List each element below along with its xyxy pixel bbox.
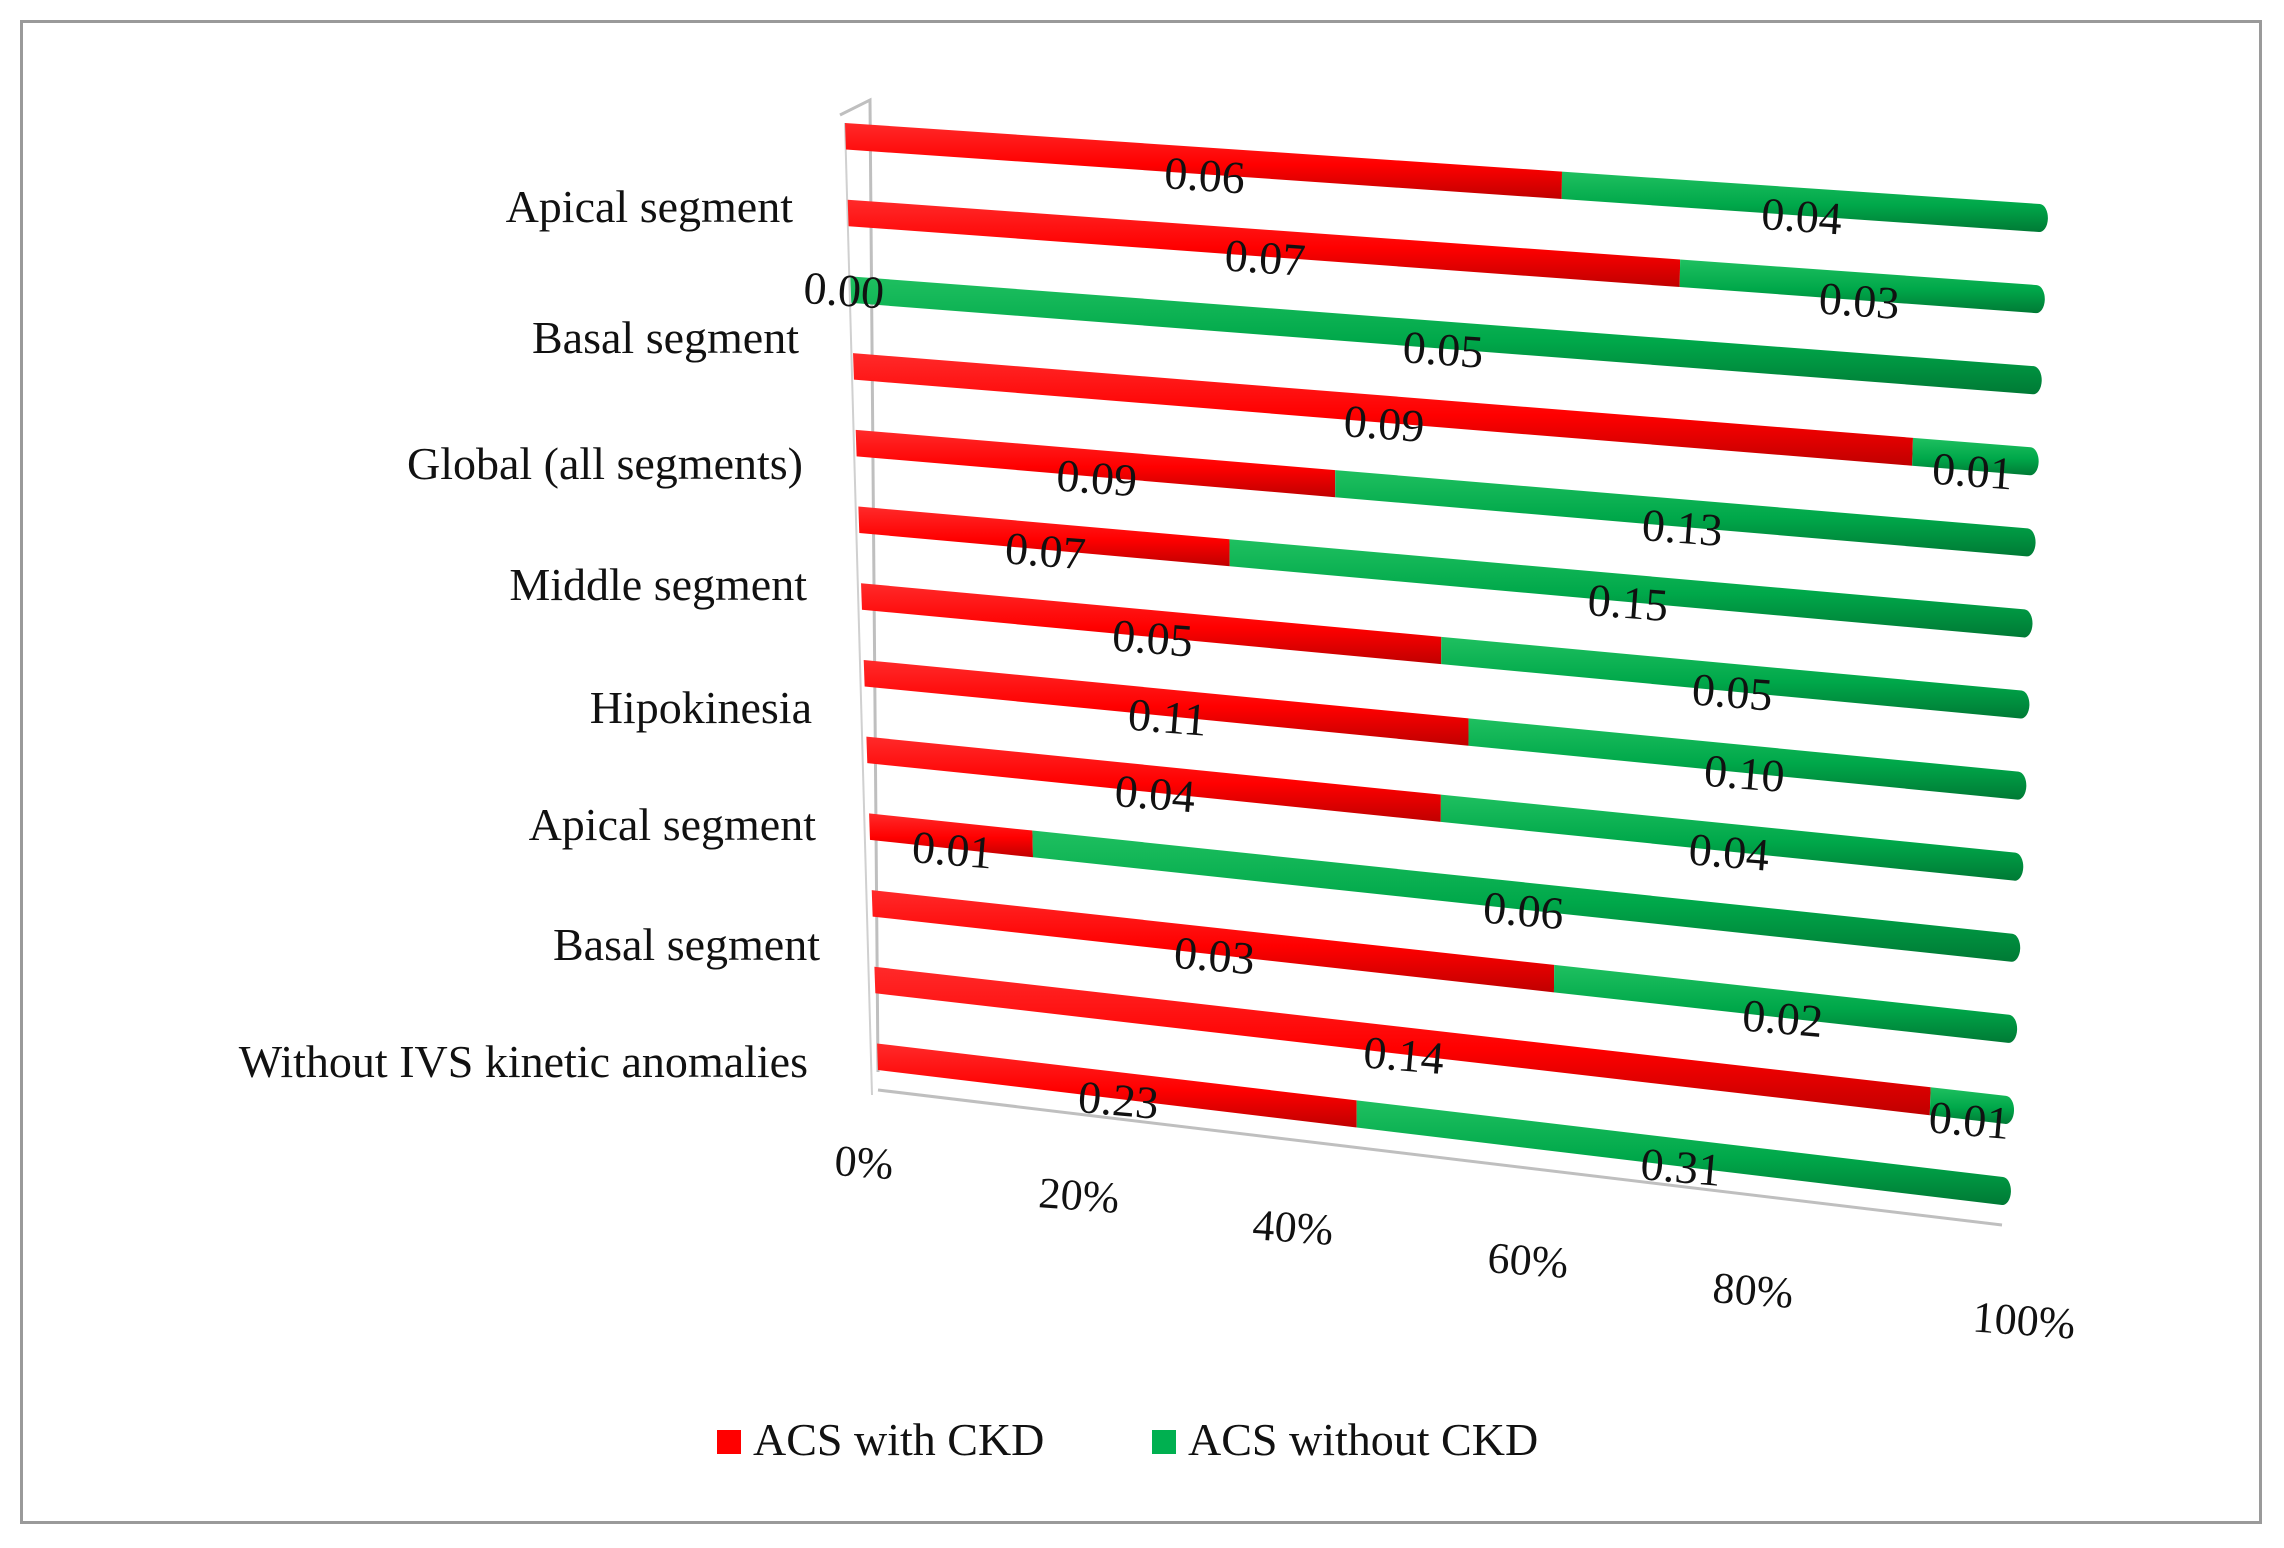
bar-acs-without-ckd	[1229, 539, 2033, 638]
category-label: Apical segment	[529, 799, 817, 850]
data-label-acs-with-ckd: 0.14	[1362, 1026, 1447, 1084]
bar-acs-with-ckd	[847, 199, 1681, 288]
category-label: Basal segment	[553, 919, 820, 970]
bar-acs-without-ckd	[1679, 259, 2045, 314]
bar-acs-without-ckd	[1561, 171, 2048, 233]
data-label-acs-with-ckd: 0.01	[910, 821, 994, 878]
x-axis-line	[877, 1088, 2003, 1227]
data-label-acs-without-ckd: 0.05	[1690, 664, 1774, 721]
bar-acs-with-ckd	[877, 1043, 1357, 1128]
category-label: Basal segment	[532, 312, 799, 363]
data-label-acs-without-ckd: 0.05	[1401, 321, 1485, 378]
bar-acs-with-ckd	[874, 966, 1931, 1116]
data-label-acs-with-ckd: 0.11	[1126, 689, 1209, 746]
bar-acs-without-ckd	[1553, 964, 2018, 1043]
bar-acs-with-ckd	[871, 890, 1555, 993]
bar-acs-with-ckd	[861, 583, 1442, 665]
x-tick-label: 0%	[833, 1136, 895, 1189]
data-label-acs-without-ckd: 0.03	[1817, 272, 1901, 328]
data-label-acs-without-ckd: 0.13	[1640, 499, 1724, 556]
bar-acs-with-ckd	[863, 659, 1469, 746]
data-label-acs-with-ckd: 0.00	[802, 262, 886, 319]
category-label: Without IVS kinetic anomalies	[239, 1036, 808, 1087]
bar-acs-with-ckd	[866, 736, 1441, 822]
bar-acs-without-ckd	[1441, 636, 2030, 719]
category-label: Hipokinesia	[590, 682, 812, 733]
legend: ACS with CKD ACS without CKD	[717, 1414, 1538, 1465]
data-label-acs-with-ckd: 0.07	[1223, 229, 1307, 285]
bar-acs-without-ckd	[850, 276, 2042, 395]
bar-acs-without-ckd	[1440, 794, 2024, 881]
data-label-acs-with-ckd: 0.09	[1342, 395, 1426, 452]
data-label-acs-with-ckd: 0.09	[1055, 450, 1139, 507]
data-label-acs-without-ckd: 0.04	[1687, 823, 1771, 880]
data-label-acs-without-ckd: 0.10	[1702, 745, 1786, 802]
data-label-acs-with-ckd: 0.05	[1110, 610, 1194, 667]
x-tick-label: 80%	[1711, 1263, 1795, 1318]
legend-swatch-acs-without-ckd	[1152, 1430, 1176, 1454]
y-axis-line	[844, 122, 873, 1096]
bar-acs-without-ckd	[1356, 1100, 2011, 1206]
legend-label: ACS without CKD	[1188, 1414, 1538, 1465]
data-label-acs-with-ckd: 0.04	[1113, 765, 1197, 822]
data-label-acs-without-ckd: 0.01	[1931, 443, 2015, 500]
data-label-acs-without-ckd: 0.15	[1586, 574, 1670, 631]
category-label: Apical segment	[506, 181, 794, 232]
bar-acs-without-ckd	[1468, 718, 2027, 800]
legend-label: ACS with CKD	[753, 1414, 1044, 1465]
data-label-acs-with-ckd: 0.07	[1003, 522, 1087, 579]
bar-acs-without-ckd	[1912, 437, 2039, 476]
category-label: Global (all segments)	[407, 438, 803, 489]
data-label-acs-without-ckd: 0.02	[1740, 990, 1824, 1048]
data-label-acs-without-ckd: 0.06	[1481, 882, 1565, 939]
x-tick-label: 100%	[1971, 1293, 2077, 1349]
bar-acs-without-ckd	[1929, 1087, 2015, 1124]
labels-layer: 0.06 0.04 0.07 0.03 0.00 0.05 0.09 0.01 0.09 0.13…	[239, 147, 2077, 1348]
x-tick-label: 20%	[1037, 1168, 1121, 1223]
bars-layer	[845, 123, 2048, 1206]
legend-swatch-acs-with-ckd	[717, 1430, 741, 1454]
bar-acs-with-ckd	[845, 123, 1562, 200]
data-label-acs-with-ckd: 0.23	[1076, 1071, 1161, 1129]
bar-acs-with-ckd	[869, 813, 1034, 858]
x-tick-label: 40%	[1251, 1200, 1335, 1255]
bar-acs-without-ckd	[1335, 470, 2036, 557]
bar-acs-with-ckd	[858, 506, 1230, 567]
bar-acs-without-ckd	[1032, 830, 2021, 962]
data-label-acs-without-ckd: 0.31	[1639, 1138, 1724, 1196]
bar-acs-with-ckd	[853, 353, 1913, 466]
data-label-acs-with-ckd: 0.06	[1163, 147, 1247, 203]
category-label: Middle segment	[509, 559, 807, 610]
data-label-acs-without-ckd: 0.01	[1927, 1091, 2012, 1149]
x-tick-label: 60%	[1486, 1233, 1570, 1288]
bar-acs-with-ckd	[855, 429, 1336, 498]
data-label-acs-with-ckd: 0.03	[1172, 927, 1256, 985]
data-label-acs-without-ckd: 0.04	[1760, 188, 1844, 244]
